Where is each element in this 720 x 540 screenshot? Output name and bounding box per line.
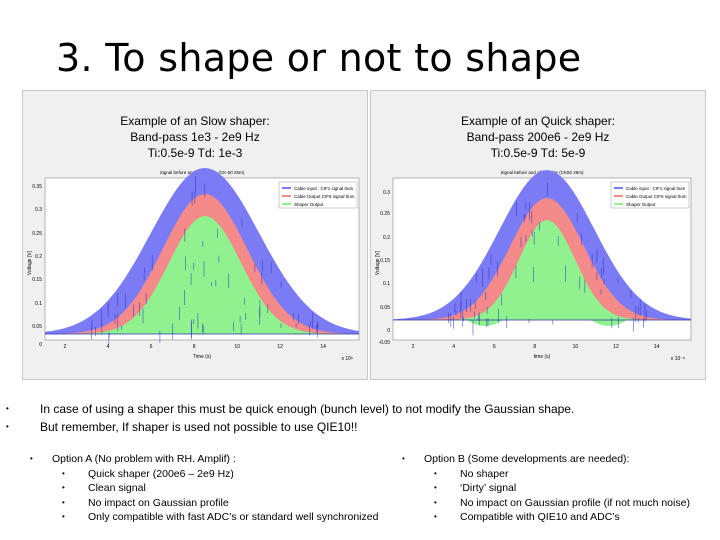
x-tick-label: 6 bbox=[493, 344, 496, 350]
bullet-marker: • bbox=[434, 497, 437, 507]
list-item: • Clean signal bbox=[30, 481, 378, 496]
x-tick-label: 8 bbox=[193, 344, 196, 350]
y-tick-label: 0.15 bbox=[32, 277, 42, 283]
x-axis-exponent: x 10⁸ bbox=[341, 356, 353, 362]
y-tick-label: 0.05 bbox=[32, 324, 42, 330]
list-item: • Only compatible with fast ADC’s or stan… bbox=[30, 510, 378, 525]
option-b-title: Option B (Some developments are needed): bbox=[424, 453, 630, 465]
legend-label: Shaper Output bbox=[626, 202, 656, 207]
slow-shaper-heading: Example of an Slow shaper: Band-pass 1e3… bbox=[23, 113, 367, 161]
option-b-header: • Option B (Some developments are needed… bbox=[402, 452, 690, 467]
y-axis-label: Voltage [V] bbox=[375, 250, 381, 275]
x-axis-exponent: x 10⁻⁸ bbox=[671, 356, 685, 362]
y-tick-label: -0.05 bbox=[379, 340, 391, 346]
list-item: • No impact on Gaussian profile bbox=[30, 496, 378, 511]
y-tick-label: 0.3 bbox=[35, 207, 42, 213]
shaper-output-curve bbox=[393, 220, 691, 320]
slide-title: 3. To shape or not to shape bbox=[56, 36, 582, 80]
legend-label: Cable input : CIF1 signal 0um bbox=[626, 186, 686, 191]
x-tick-label: 6 bbox=[150, 344, 153, 350]
y-tick-label: 0.3 bbox=[383, 190, 390, 196]
y-tick-label: 0.2 bbox=[383, 235, 390, 241]
list-item: • Compatible with QIE10 and ADC’s bbox=[402, 510, 690, 525]
option-a-title: Option A (No problem with RH. Amplif) : bbox=[52, 453, 236, 465]
list-item: • In case of using a shaper this must be… bbox=[6, 400, 574, 418]
y-tick-label: 0.1 bbox=[383, 281, 390, 287]
bullet-marker: • bbox=[62, 468, 65, 478]
x-tick-label: 2 bbox=[64, 344, 67, 350]
option-b-item: No impact on Gaussian profile (if not mu… bbox=[460, 496, 690, 509]
quick-shaper-heading: Example of an Quick shaper: Band-pass 20… bbox=[371, 113, 705, 161]
option-b-item: No shaper bbox=[460, 467, 509, 480]
bullet-marker: • bbox=[6, 422, 9, 431]
x-tick-label: 12 bbox=[277, 344, 283, 350]
y-tick-label: 0.05 bbox=[380, 305, 390, 311]
x-axis-label: time (s) bbox=[534, 354, 551, 360]
y-tick-label: 0.2 bbox=[35, 254, 42, 260]
legend-label: Cable input : CIF1 signal 0um bbox=[294, 186, 354, 191]
heading-line: Example of an Quick shaper: bbox=[460, 114, 616, 128]
option-b-item: ‘Dirty’ signal bbox=[460, 482, 517, 494]
bullet-marker: • bbox=[62, 497, 65, 507]
legend-box bbox=[278, 181, 358, 209]
bullet-marker: • bbox=[6, 404, 9, 413]
heading-line: Band-pass 200e6 - 2e9 Hz bbox=[466, 130, 610, 144]
option-a: • Option A (No problem with RH. Amplif) … bbox=[30, 452, 378, 525]
legend-box bbox=[610, 181, 690, 209]
quick-shaper-plot: Signal before and after cable (CK50 25m)… bbox=[375, 170, 692, 362]
x-tick-label: 4 bbox=[452, 344, 455, 350]
list-item: • Quick shaper (200e6 – 2e9 Hz) bbox=[30, 467, 378, 482]
bullet-text: But remember, If shaper is used not poss… bbox=[40, 420, 358, 434]
bullet-text: In case of using a shaper this must be q… bbox=[40, 402, 575, 416]
option-a-item: Clean signal bbox=[88, 482, 146, 494]
bullet-marker: • bbox=[62, 483, 65, 492]
list-item: • ‘Dirty’ signal bbox=[402, 481, 690, 496]
list-item: • But remember, If shaper is used not po… bbox=[6, 418, 574, 436]
option-a-item: No impact on Gaussian profile bbox=[88, 496, 229, 509]
option-a-header: • Option A (No problem with RH. Amplif) … bbox=[30, 452, 378, 467]
y-tick-label: 0.25 bbox=[380, 211, 390, 217]
y-tick-label: 0.1 bbox=[35, 301, 42, 307]
x-axis-label: Time (s) bbox=[193, 354, 211, 360]
bullet-marker: • bbox=[402, 454, 405, 463]
x-tick-label: 4 bbox=[107, 344, 110, 350]
legend-label: Shaper Output bbox=[294, 202, 324, 207]
y-tick-label: 0.25 bbox=[32, 231, 42, 237]
bullet-marker: • bbox=[30, 454, 33, 463]
heading-line: Ti:0.5e-9 Td: 5e-9 bbox=[490, 146, 586, 160]
x-tick-label: 10 bbox=[573, 344, 579, 350]
y-tick-label: 0.15 bbox=[380, 258, 390, 264]
list-item: • No shaper bbox=[402, 467, 690, 482]
bullet-marker: • bbox=[434, 512, 437, 521]
quick-shaper-figure: Example of an Quick shaper: Band-pass 20… bbox=[370, 90, 706, 380]
x-tick-label: 2 bbox=[412, 344, 415, 350]
x-tick-label: 14 bbox=[320, 344, 326, 350]
main-bullets: • In case of using a shaper this must be… bbox=[6, 400, 574, 436]
slow-shaper-plot: Signal before and after cable (CK-50 25m… bbox=[27, 168, 360, 362]
legend-label: Cable Output CIF8 signal 0um bbox=[626, 194, 687, 199]
bullet-marker: • bbox=[434, 468, 437, 478]
heading-line: Ti:0.5e-9 Td: 1e-3 bbox=[147, 146, 243, 160]
option-b-item: Compatible with QIE10 and ADC’s bbox=[460, 511, 620, 523]
y-tick-label: 0.35 bbox=[32, 184, 42, 190]
list-item: • No impact on Gaussian profile (if not m… bbox=[402, 496, 690, 511]
heading-line: Example of an Slow shaper: bbox=[120, 114, 270, 128]
legend-label: Cable Output CIF8 signal 0um bbox=[294, 194, 355, 199]
bullet-marker: • bbox=[62, 512, 65, 521]
x-tick-label: 12 bbox=[613, 344, 619, 350]
option-a-item: Quick shaper (200e6 – 2e9 Hz) bbox=[88, 467, 234, 480]
x-tick-label: 8 bbox=[533, 344, 536, 350]
y-tick-label: 0 bbox=[387, 328, 390, 334]
slow-shaper-figure: Example of an Slow shaper: Band-pass 1e3… bbox=[22, 90, 368, 380]
bullet-marker: • bbox=[434, 483, 437, 492]
option-b: • Option B (Some developments are needed… bbox=[402, 452, 690, 525]
shaper-output-curve bbox=[45, 216, 359, 334]
shaper-undershoot bbox=[467, 320, 503, 326]
x-tick-label: 14 bbox=[654, 344, 660, 350]
y-tick-label: 0 bbox=[39, 342, 42, 348]
y-axis-label: Voltage [V] bbox=[27, 250, 33, 275]
heading-line: Band-pass 1e3 - 2e9 Hz bbox=[130, 130, 260, 144]
x-tick-label: 10 bbox=[234, 344, 240, 350]
option-a-item: Only compatible with fast ADC’s or stand… bbox=[88, 511, 379, 523]
